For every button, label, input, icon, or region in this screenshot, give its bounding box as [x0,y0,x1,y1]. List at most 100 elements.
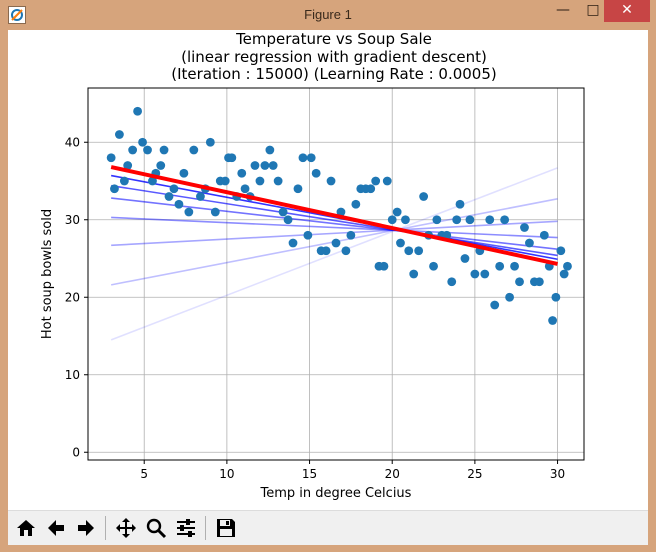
x-tick-label: 10 [219,467,234,481]
x-tick-label: 30 [550,467,565,481]
data-point [184,207,194,217]
data-point [265,145,275,155]
final-regression-line [110,165,558,266]
figure-canvas[interactable]: Temperature vs Soup Sale (linear regress… [8,30,648,545]
data-point [273,176,283,186]
grid [88,88,584,460]
data-point [341,246,351,256]
data-point [174,199,184,209]
iteration-line [111,197,558,250]
data-point [510,261,519,271]
x-tick-label: 25 [467,467,482,481]
data-point [563,261,572,271]
data-point [143,145,152,155]
floppy-disk-icon [217,519,235,537]
chart-title-line-3: (Iteration : 15000) (Learning Rate : 0.0… [171,65,496,83]
data-point [460,254,470,263]
y-tick-label: 30 [65,213,80,227]
data-point [321,246,331,256]
data-point [480,269,490,279]
arrow-left-icon [48,520,64,536]
data-point [371,176,381,186]
data-point [115,130,124,139]
data-point [414,246,424,256]
home-button[interactable] [12,514,40,542]
data-point [331,238,341,248]
back-button[interactable] [42,514,70,542]
move-icon [116,518,136,538]
save-button[interactable] [212,514,240,542]
data-point [392,207,402,217]
data-point [133,106,142,116]
data-point [255,176,265,186]
data-point [260,161,270,170]
regression-line [110,165,558,266]
data-point [210,207,220,217]
iteration-line [110,167,558,341]
x-tick-label: 15 [302,467,317,481]
magnifier-icon [146,518,167,539]
close-button[interactable]: ✕ [604,0,650,22]
data-point [490,300,500,310]
data-point [278,207,288,217]
maximize-button[interactable]: □ [586,2,600,18]
data-point [447,277,457,287]
data-point [268,161,278,170]
data-point [500,215,510,225]
data-point [551,292,561,302]
toolbar-separator [105,516,106,540]
data-point [559,269,569,279]
configure-subplots-button[interactable] [172,514,200,542]
zoom-button[interactable] [142,514,170,542]
x-tick-label: 5 [140,467,148,481]
chart: Temperature vs Soup Sale (linear regress… [40,30,585,501]
pan-button[interactable] [112,514,140,542]
forward-button[interactable] [72,514,100,542]
data-point [205,137,215,147]
data-point [429,261,438,271]
data-point [495,261,505,271]
data-point [515,277,524,287]
data-point [556,246,566,256]
chart-title-line-1: Temperature vs Soup Sale [235,30,432,48]
data-point [196,192,205,201]
data-point [409,269,419,279]
sliders-icon [177,519,195,537]
data-point [336,207,346,217]
data-point [548,316,557,325]
axis-ticks: 5 10 15 20 25 30 0 10 20 30 40 [65,135,565,481]
y-tick-label: 10 [65,368,80,382]
data-point [288,238,298,248]
data-point [525,238,534,248]
data-point [298,153,308,163]
data-point [306,153,316,163]
data-point [119,176,129,186]
y-tick-label: 20 [65,290,80,304]
plot-area-frame [87,87,585,461]
app-icon [8,6,26,24]
data-point [227,153,237,163]
data-point [465,215,475,225]
window-titlebar[interactable]: Figure 1 — □ ✕ [0,0,656,30]
data-points [106,106,572,325]
data-point [189,145,199,155]
data-point [534,277,544,287]
y-tick-label: 40 [65,135,80,149]
x-tick-label: 20 [385,467,400,481]
data-point [401,215,410,225]
data-point [148,176,157,186]
data-point [366,184,376,194]
data-point [387,215,397,225]
data-point [179,168,189,178]
data-point [396,238,405,248]
data-point [283,215,293,225]
window-title: Figure 1 [304,7,352,22]
iteration-line [111,184,558,257]
data-point [237,168,247,178]
data-point [159,145,169,155]
home-icon [17,520,35,536]
data-point [379,261,389,271]
iteration-line [111,216,558,239]
data-point [452,215,462,225]
minimize-button[interactable]: — [556,2,570,18]
